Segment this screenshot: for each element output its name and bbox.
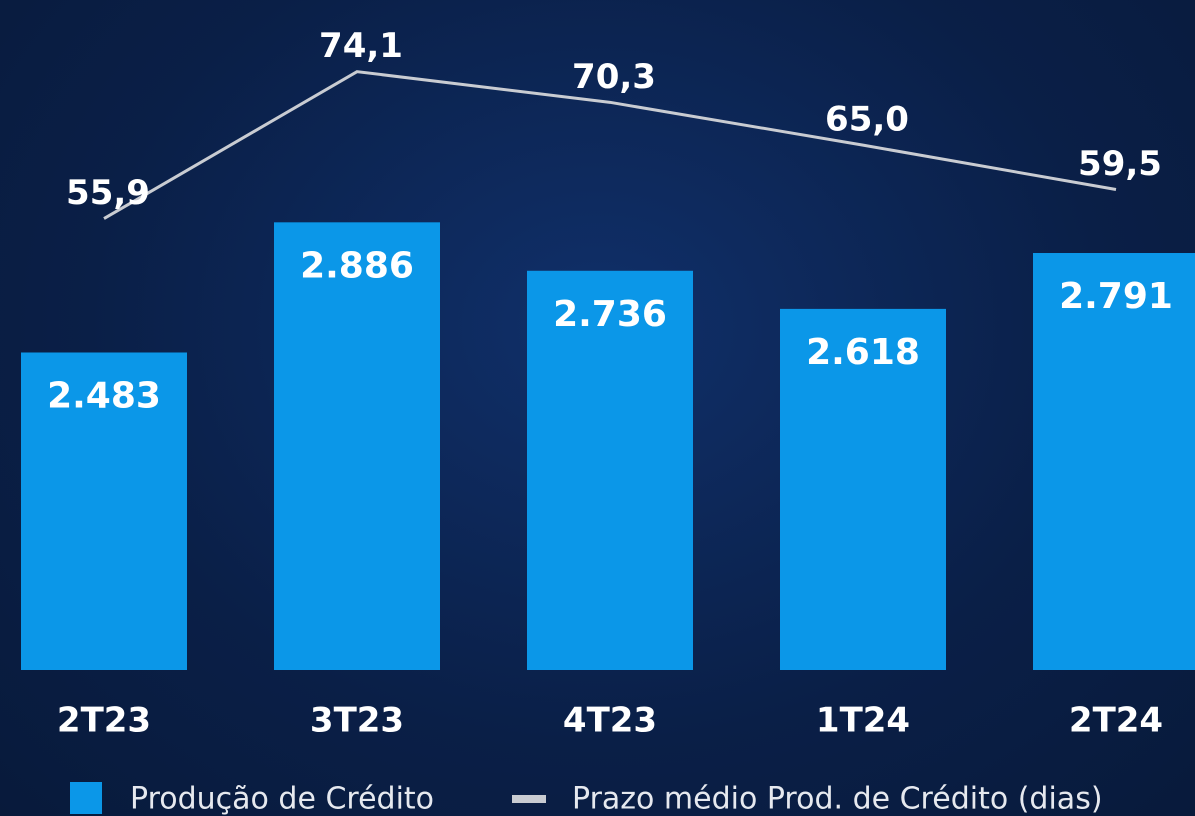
bar (274, 222, 440, 670)
legend-swatch (512, 795, 546, 803)
x-tick-label: 4T23 (563, 701, 657, 741)
bar (1033, 253, 1195, 670)
data-label: 2.886 (300, 245, 414, 286)
legend-swatch (70, 782, 102, 814)
x-tick-label: 2T23 (57, 701, 151, 741)
legend-label: Prazo médio Prod. de Crédito (dias) (572, 782, 1103, 816)
data-label: 65,0 (825, 100, 909, 140)
bar (780, 308, 946, 670)
data-label: 2.736 (553, 294, 667, 335)
legend-label: Produção de Crédito (130, 782, 434, 816)
x-tick-label: 1T24 (816, 701, 910, 741)
data-label: 59,5 (1078, 144, 1162, 184)
bar (21, 352, 187, 670)
data-label: 55,9 (66, 173, 150, 213)
line (103, 70, 1117, 220)
x-tick-label: 3T23 (310, 701, 404, 741)
data-label: 2.618 (806, 332, 920, 373)
data-label: 2.791 (1059, 276, 1173, 317)
data-label: 74,1 (319, 26, 403, 66)
data-label: 70,3 (572, 57, 656, 97)
x-tick-label: 2T24 (1069, 701, 1163, 741)
bar (527, 270, 693, 670)
data-label: 2.483 (47, 375, 161, 416)
